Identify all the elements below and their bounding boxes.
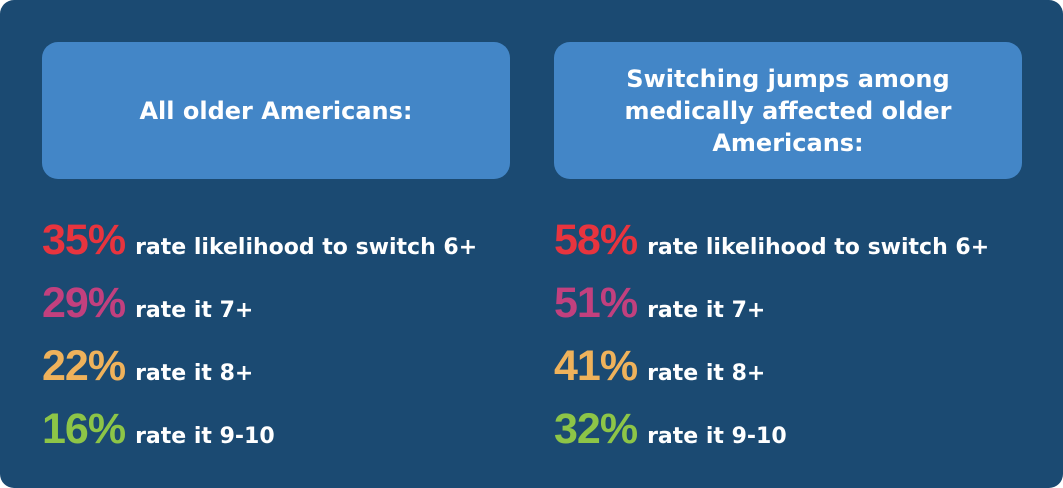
all-older-americans-header-box: All older Americans: — [42, 42, 510, 179]
stat-row: 35% rate likelihood to switch 6+ — [42, 216, 510, 279]
stat-percent: 41% — [554, 342, 638, 390]
stat-percent: 58% — [554, 216, 638, 264]
stat-percent: 51% — [554, 279, 638, 327]
stat-description: rate it 9-10 — [135, 424, 275, 449]
stat-description: rate likelihood to switch 6+ — [135, 235, 478, 260]
stat-row: 22% rate it 8+ — [42, 342, 510, 405]
stat-row: 58% rate likelihood to switch 6+ — [554, 216, 1022, 279]
medically-affected-header: Switching jumps among medically affected… — [624, 64, 952, 157]
stat-description: rate it 9-10 — [647, 424, 787, 449]
stat-description: rate it 8+ — [647, 361, 766, 386]
stat-row: 32% rate it 9-10 — [554, 405, 1022, 468]
stat-description: rate likelihood to switch 6+ — [647, 235, 990, 260]
all-older-americans-header: All older Americans: — [139, 96, 413, 125]
stat-row: 16% rate it 9-10 — [42, 405, 510, 468]
medically-affected-stats: 58% rate likelihood to switch 6+ 51% rat… — [554, 216, 1022, 468]
medically-affected-column: Switching jumps among medically affected… — [554, 42, 1022, 468]
stat-row: 51% rate it 7+ — [554, 279, 1022, 342]
stat-row: 41% rate it 8+ — [554, 342, 1022, 405]
stat-description: rate it 7+ — [135, 298, 254, 323]
stat-description: rate it 7+ — [647, 298, 766, 323]
stat-percent: 29% — [42, 279, 126, 327]
stat-description: rate it 8+ — [135, 361, 254, 386]
stat-percent: 16% — [42, 405, 126, 453]
all-older-americans-column: All older Americans: 35% rate likelihood… — [42, 42, 510, 468]
medically-affected-header-box: Switching jumps among medically affected… — [554, 42, 1022, 179]
stat-row: 29% rate it 7+ — [42, 279, 510, 342]
stat-percent: 32% — [554, 405, 638, 453]
all-older-americans-stats: 35% rate likelihood to switch 6+ 29% rat… — [42, 216, 510, 468]
stat-percent: 22% — [42, 342, 126, 390]
stat-percent: 35% — [42, 216, 126, 264]
